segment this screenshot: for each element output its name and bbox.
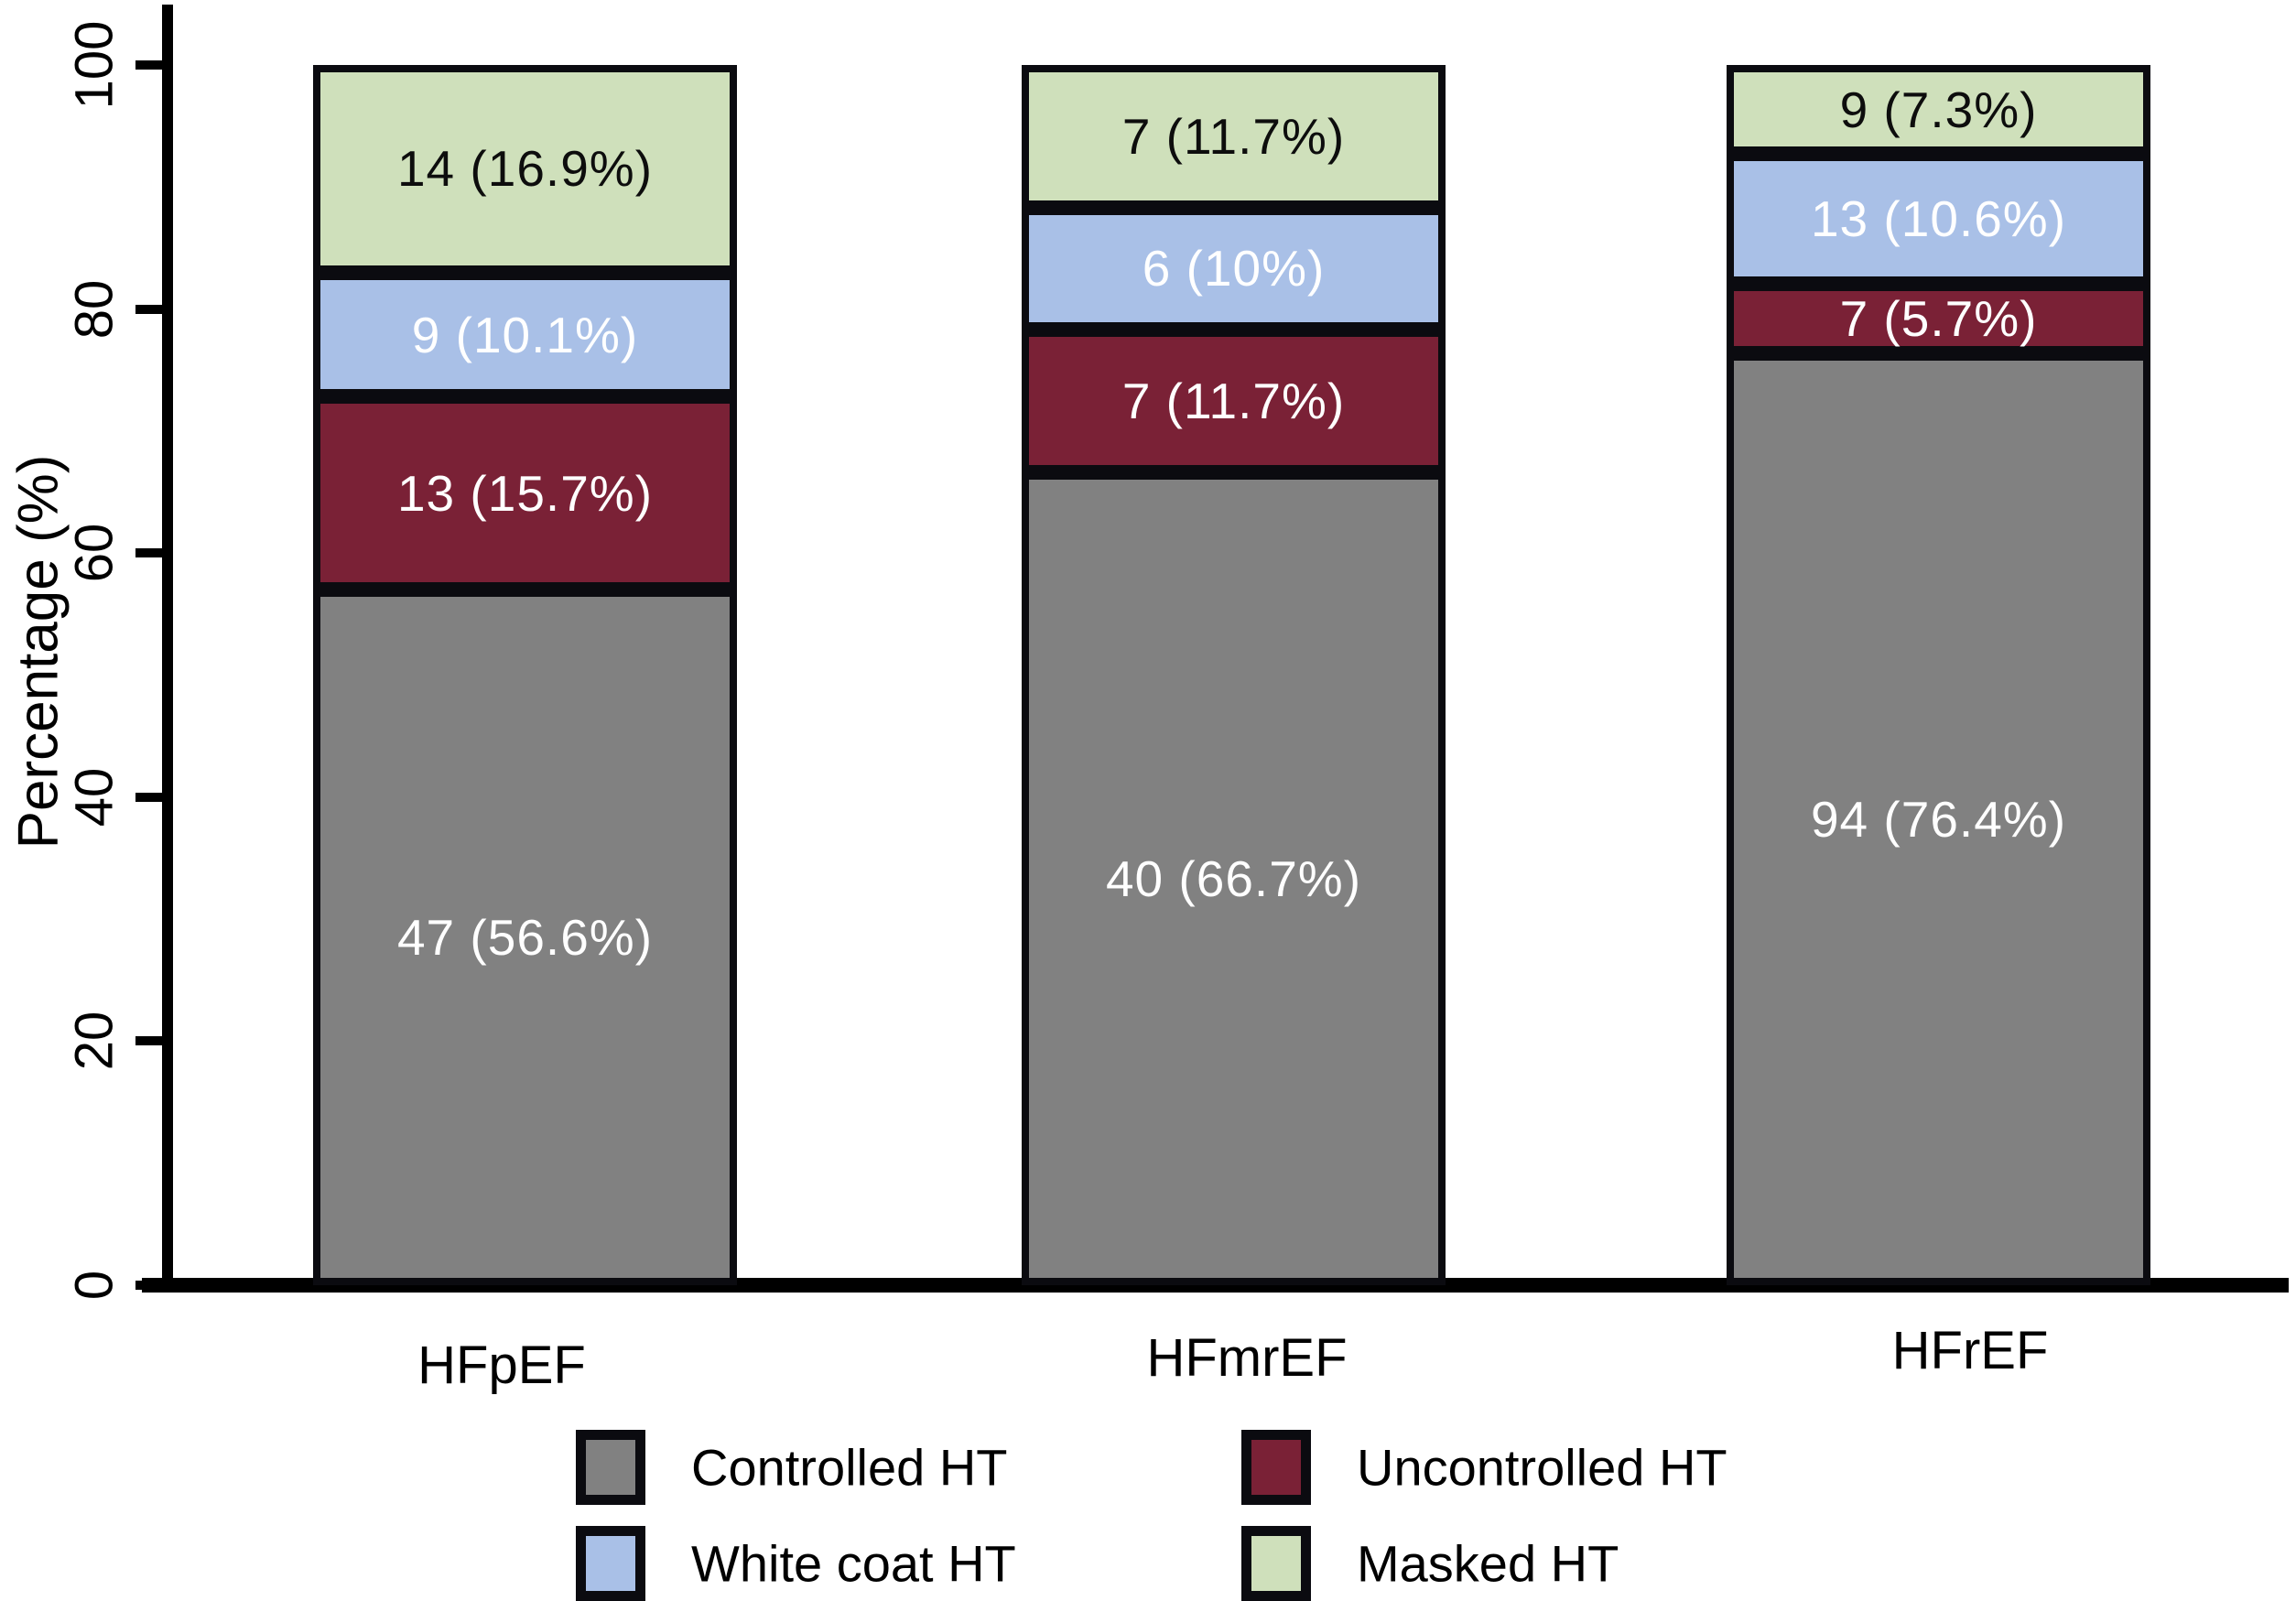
bar-segment-uncontrolled-ht: 13 (15.7%) xyxy=(313,396,737,590)
bar-segment-white-coat-ht: 13 (10.6%) xyxy=(1727,154,2150,284)
bar-segment-label: 9 (10.1%) xyxy=(411,306,639,363)
bar-segment-label: 7 (11.7%) xyxy=(1121,372,1346,429)
bar-segment-label: 9 (7.3%) xyxy=(1839,81,2038,138)
bar-segment-label: 47 (56.6%) xyxy=(396,909,654,967)
y-axis-line xyxy=(162,5,173,1293)
legend-swatch-controlled-ht xyxy=(576,1430,645,1505)
y-tick-mark xyxy=(135,548,172,558)
legend-swatch-masked-ht xyxy=(1241,1526,1311,1601)
bar-segment-label: 13 (10.6%) xyxy=(1810,189,2067,247)
y-tick-mark xyxy=(135,792,172,802)
legend-label-white-coat-ht: White coat HT xyxy=(691,1534,1016,1593)
bar-segment-uncontrolled-ht: 7 (11.7%) xyxy=(1022,329,1446,472)
bar-segment-label: 6 (10%) xyxy=(1142,240,1326,297)
bar-segment-label: 7 (5.7%) xyxy=(1839,289,2038,347)
y-tick-mark xyxy=(135,304,172,314)
bar-segment-label: 7 (11.7%) xyxy=(1121,107,1346,165)
bar-segment-white-coat-ht: 9 (10.1%) xyxy=(313,272,737,397)
bar-segment-controlled-ht: 94 (76.4%) xyxy=(1727,352,2150,1285)
y-tick-mark xyxy=(135,60,172,70)
bar-segment-label: 40 (66.7%) xyxy=(1105,849,1362,907)
x-category-label-hfref: HFrEF xyxy=(1891,1321,2049,1380)
y-tick-label: 60 xyxy=(64,523,125,583)
bar-segment-masked-ht: 9 (7.3%) xyxy=(1727,65,2150,155)
y-axis-title: Percentage (%) xyxy=(6,454,70,849)
bar-segment-controlled-ht: 40 (66.7%) xyxy=(1022,471,1446,1285)
bar-segment-label: 94 (76.4%) xyxy=(1810,790,2067,848)
stacked-bar-hfref: 9 (7.3%) 13 (10.6%) 7 (5.7%) 94 (76.4%) xyxy=(1727,65,2150,1285)
y-tick-label: 20 xyxy=(64,1011,125,1071)
bar-segment-controlled-ht: 47 (56.6%) xyxy=(313,590,737,1285)
stacked-bar-hfmref: 7 (11.7%) 6 (10%) 7 (11.7%) 40 (66.7%) xyxy=(1022,65,1446,1285)
legend-swatch-uncontrolled-ht xyxy=(1241,1430,1311,1505)
y-tick-mark xyxy=(135,1036,172,1046)
x-category-label-hfmref: HFmrEF xyxy=(1146,1328,1348,1388)
y-tick-label: 80 xyxy=(64,279,125,339)
legend-label-uncontrolled-ht: Uncontrolled HT xyxy=(1357,1438,1727,1497)
legend-label-masked-ht: Masked HT xyxy=(1357,1534,1619,1593)
y-tick-mark xyxy=(135,1281,172,1290)
bar-segment-label: 13 (15.7%) xyxy=(396,464,654,522)
stacked-bar-hfpef: 14 (16.9%) 9 (10.1%) 13 (15.7%) 47 (56.6%) xyxy=(313,65,737,1285)
bar-segment-masked-ht: 14 (16.9%) xyxy=(313,65,737,273)
y-tick-label: 0 xyxy=(64,1270,125,1301)
legend-swatch-white-coat-ht xyxy=(576,1526,645,1601)
bar-segment-label: 14 (16.9%) xyxy=(396,140,654,198)
bar-segment-white-coat-ht: 6 (10%) xyxy=(1022,207,1446,330)
bar-segment-masked-ht: 7 (11.7%) xyxy=(1022,65,1446,208)
legend-label-controlled-ht: Controlled HT xyxy=(691,1438,1008,1497)
bar-segment-uncontrolled-ht: 7 (5.7%) xyxy=(1727,283,2150,353)
x-category-label-hfpef: HFpEF xyxy=(417,1336,586,1395)
y-tick-label: 100 xyxy=(64,20,125,110)
y-tick-label: 40 xyxy=(64,767,125,828)
